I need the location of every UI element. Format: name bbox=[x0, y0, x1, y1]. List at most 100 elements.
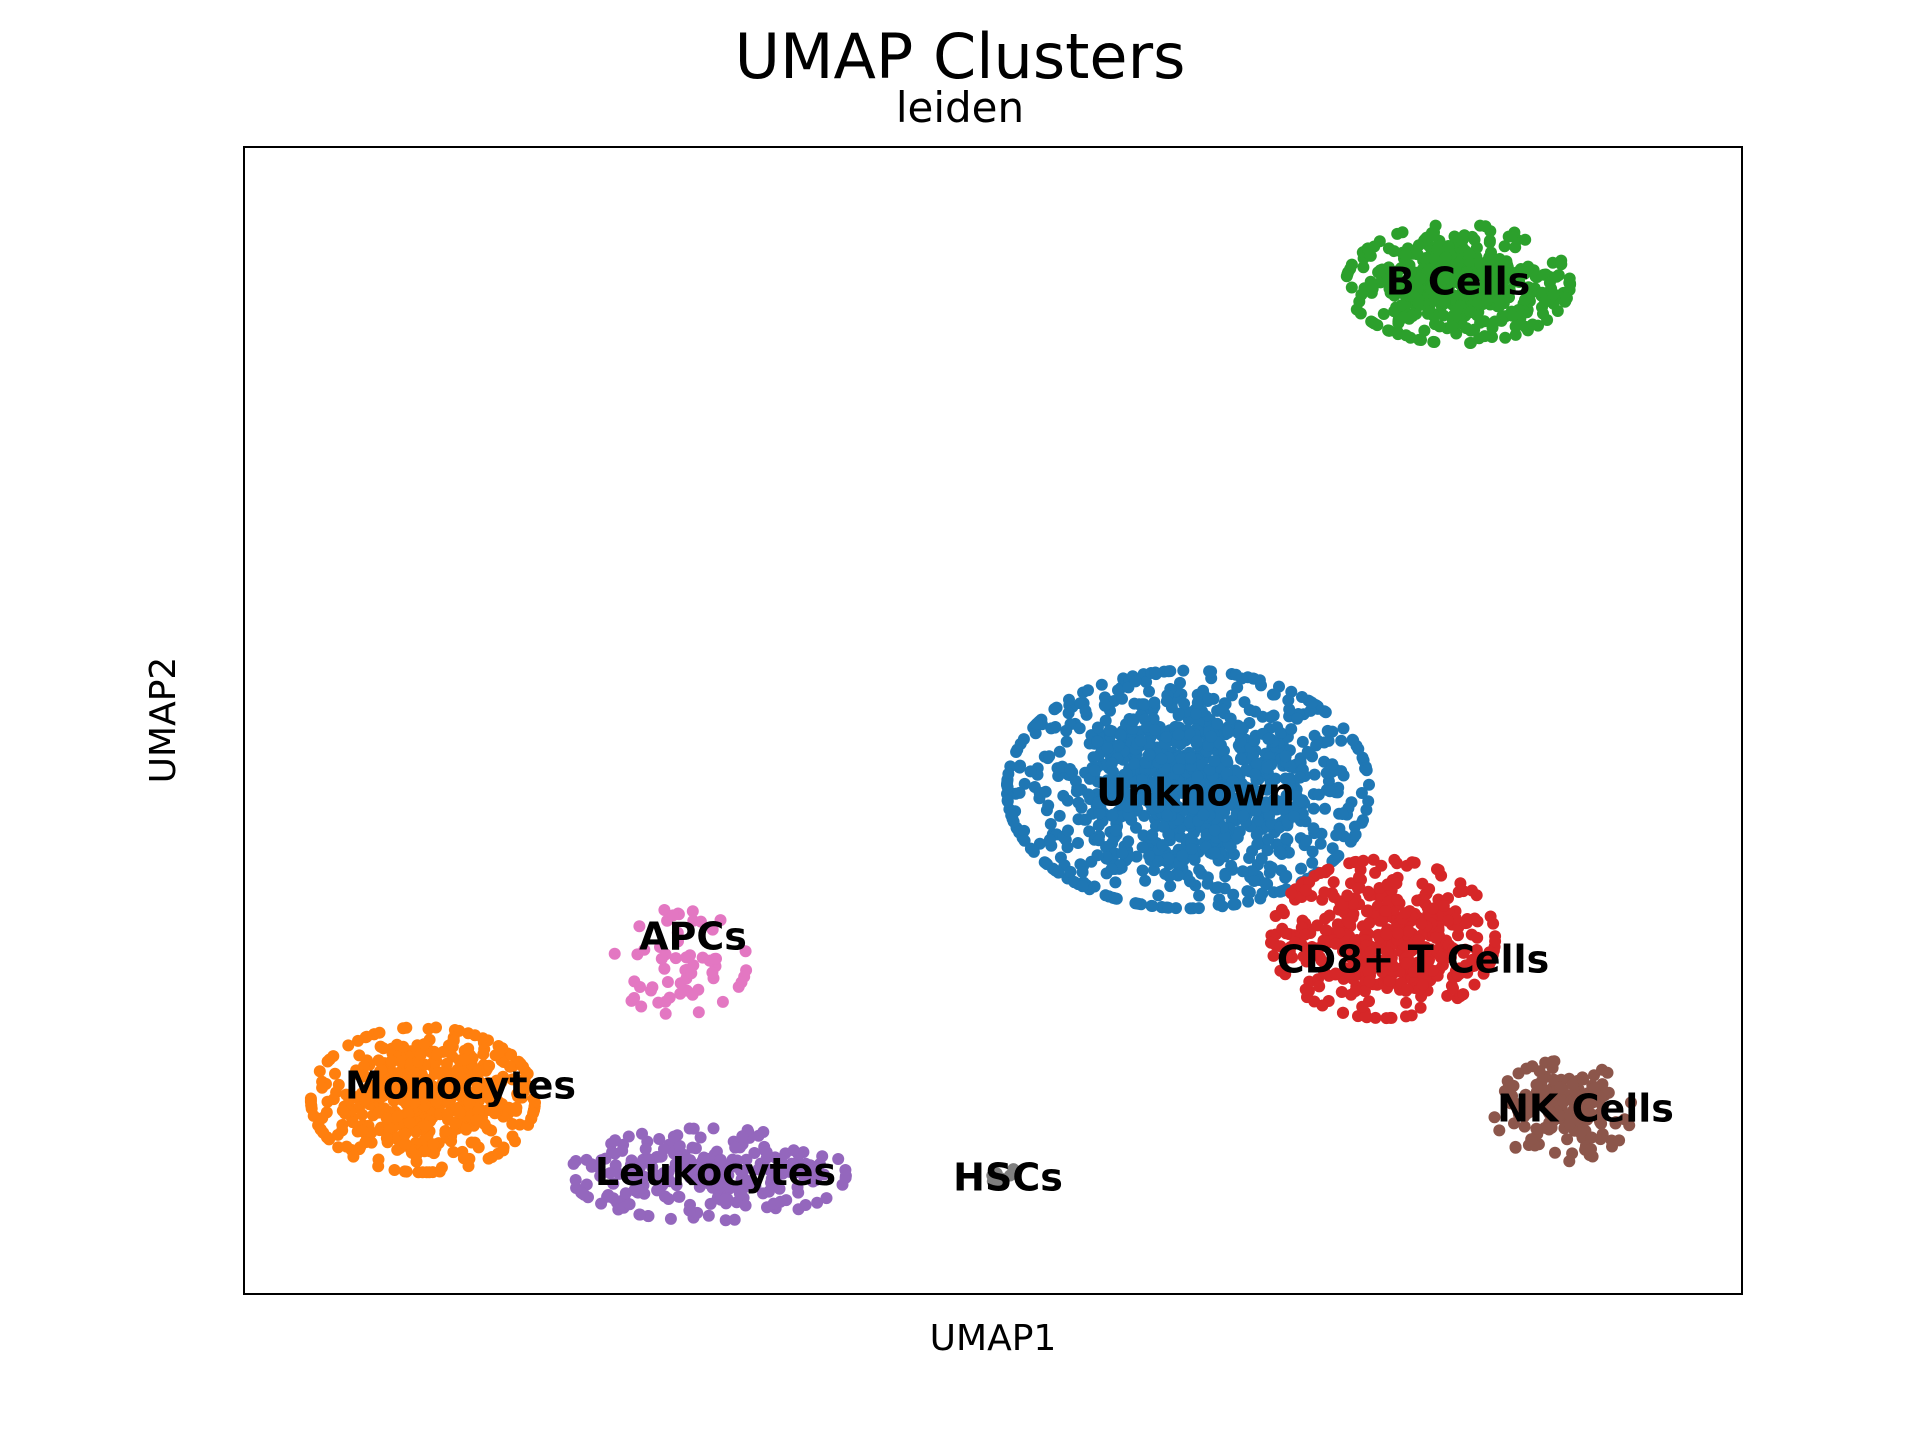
data-point bbox=[1426, 274, 1439, 287]
data-point bbox=[736, 1130, 749, 1143]
data-point bbox=[1248, 734, 1261, 747]
data-point bbox=[717, 1166, 729, 1179]
data-point bbox=[1177, 664, 1190, 677]
data-point bbox=[1518, 1120, 1531, 1133]
data-point bbox=[1391, 227, 1404, 240]
data-point bbox=[1171, 800, 1184, 813]
data-point bbox=[1144, 792, 1157, 805]
data-point bbox=[1031, 717, 1043, 730]
data-point bbox=[1269, 910, 1282, 922]
data-point bbox=[1321, 724, 1334, 737]
data-point bbox=[1105, 863, 1118, 876]
data-point bbox=[1492, 293, 1505, 306]
data-point bbox=[1468, 978, 1481, 991]
data-point bbox=[1237, 809, 1250, 822]
scatter-plot: Unknown Monocytes B Cells CD8+ T Cells Leuko… bbox=[304, 219, 1674, 1227]
cluster-cd8-t-cells bbox=[1265, 853, 1502, 1025]
data-point bbox=[506, 1130, 519, 1143]
data-point bbox=[1295, 862, 1308, 875]
data-point bbox=[1555, 258, 1568, 271]
data-point bbox=[441, 1072, 454, 1085]
data-point bbox=[399, 1137, 412, 1150]
data-point bbox=[1226, 775, 1239, 788]
data-point bbox=[1164, 880, 1177, 893]
data-point bbox=[1191, 696, 1204, 709]
data-point bbox=[1437, 899, 1450, 912]
data-point bbox=[1274, 940, 1287, 953]
data-point bbox=[1042, 799, 1055, 812]
data-point bbox=[740, 1174, 753, 1187]
data-point bbox=[1359, 985, 1371, 998]
data-point bbox=[439, 1125, 452, 1137]
data-point bbox=[1601, 1066, 1614, 1079]
data-point bbox=[400, 1165, 413, 1178]
data-point bbox=[1388, 289, 1401, 302]
cluster-leukocytes bbox=[567, 1122, 852, 1227]
data-point bbox=[1379, 905, 1392, 917]
data-point bbox=[377, 1042, 390, 1055]
data-point bbox=[1146, 900, 1159, 912]
data-point bbox=[1227, 888, 1240, 901]
data-point bbox=[1143, 749, 1156, 762]
data-point bbox=[377, 1089, 390, 1102]
data-point bbox=[1397, 275, 1410, 288]
data-point bbox=[1024, 765, 1037, 778]
data-point bbox=[1073, 722, 1086, 735]
data-point bbox=[1345, 281, 1358, 294]
cluster-label-unknown: Unknown bbox=[1096, 771, 1295, 815]
data-point bbox=[636, 1127, 648, 1140]
data-point bbox=[391, 1038, 403, 1051]
data-point bbox=[1099, 714, 1112, 727]
data-point bbox=[1053, 809, 1066, 822]
data-point bbox=[1525, 1133, 1538, 1146]
data-point bbox=[1594, 1107, 1607, 1120]
data-point bbox=[1546, 1055, 1559, 1068]
data-point bbox=[1220, 754, 1233, 767]
data-point bbox=[1449, 271, 1462, 284]
data-point bbox=[1116, 692, 1128, 705]
data-point bbox=[765, 1172, 778, 1185]
data-point bbox=[1426, 902, 1439, 915]
data-point bbox=[1018, 777, 1031, 790]
data-point bbox=[1203, 797, 1216, 810]
data-point bbox=[1152, 889, 1165, 902]
data-point bbox=[330, 1086, 343, 1099]
data-point bbox=[1060, 735, 1073, 748]
data-point bbox=[1380, 1012, 1393, 1025]
data-point bbox=[1095, 678, 1108, 691]
data-point bbox=[1217, 788, 1230, 801]
data-point bbox=[1486, 321, 1499, 334]
data-point bbox=[673, 1140, 686, 1152]
data-point bbox=[1545, 1121, 1558, 1134]
data-point bbox=[1093, 807, 1106, 820]
data-point bbox=[719, 1193, 732, 1206]
data-point bbox=[1156, 839, 1169, 852]
data-point bbox=[527, 1107, 540, 1120]
data-point bbox=[728, 1213, 741, 1226]
data-point bbox=[684, 1171, 697, 1184]
data-point bbox=[1149, 666, 1162, 679]
data-point bbox=[624, 1158, 637, 1171]
data-point bbox=[683, 1122, 696, 1135]
data-point bbox=[1561, 1133, 1574, 1146]
data-point bbox=[1479, 220, 1492, 233]
data-point bbox=[1399, 907, 1412, 920]
data-point bbox=[1502, 230, 1515, 243]
data-point bbox=[482, 1152, 495, 1165]
data-point bbox=[1563, 1118, 1576, 1130]
data-point bbox=[694, 915, 707, 928]
data-point bbox=[1087, 751, 1100, 764]
data-point bbox=[373, 1026, 386, 1039]
data-point bbox=[1481, 294, 1494, 307]
data-point bbox=[458, 1044, 471, 1057]
data-point bbox=[799, 1199, 812, 1211]
data-point bbox=[1308, 729, 1321, 742]
data-point bbox=[1362, 242, 1374, 255]
data-point bbox=[1110, 892, 1122, 905]
data-point bbox=[608, 1147, 621, 1160]
cluster-monocytes bbox=[304, 1021, 541, 1179]
data-point bbox=[1323, 785, 1336, 798]
data-point bbox=[623, 1171, 636, 1184]
data-point bbox=[1184, 875, 1196, 888]
data-point bbox=[692, 1006, 705, 1019]
